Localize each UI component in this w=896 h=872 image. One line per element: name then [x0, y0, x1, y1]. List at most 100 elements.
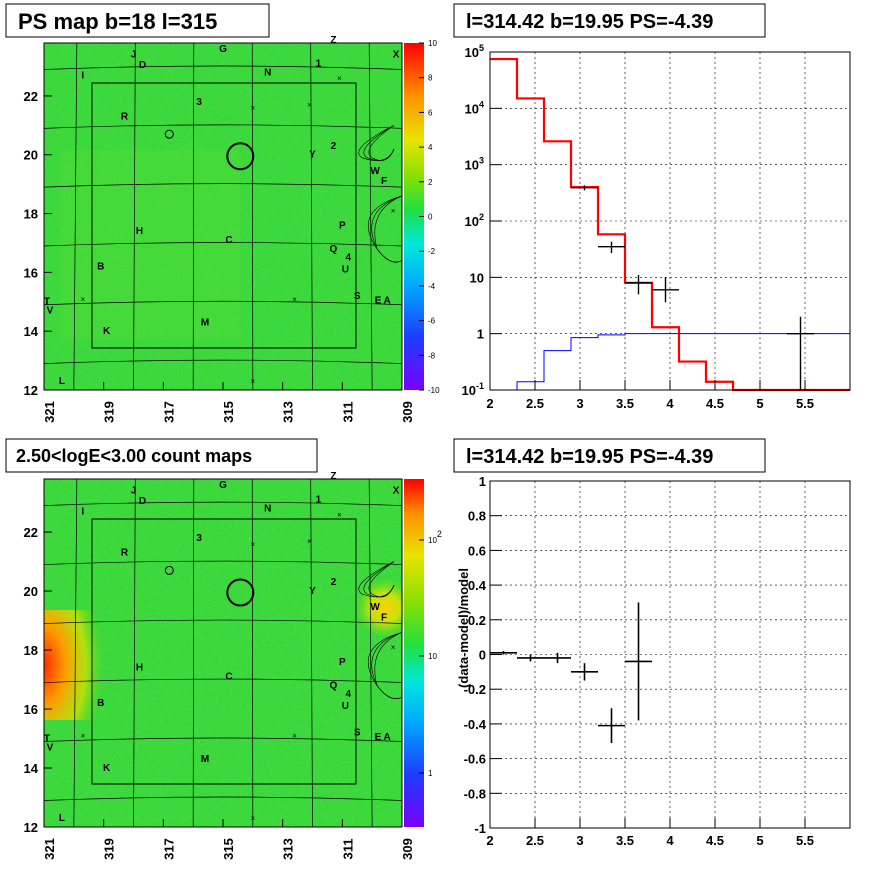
x-marker: × [80, 732, 85, 741]
source-label: E [375, 295, 382, 306]
x-tick-label: 315 [221, 838, 236, 860]
panel-residuals: l=314.42 b=19.95 PS=-4.39 2 2.5 3 3.5 4 4.5 5 5… [453, 438, 851, 848]
meridian-line [251, 478, 254, 828]
colorbar-tick-label: 0 [428, 213, 433, 222]
contour-line [358, 125, 395, 161]
y-tick-label: 1 [477, 327, 484, 342]
colorbar-tick-label: -2 [428, 247, 436, 256]
y-tick-label: 105 [465, 43, 484, 60]
source-label: C [225, 672, 232, 683]
source-label: 2 [331, 577, 337, 588]
source-label: J [131, 486, 137, 497]
source-label: E [375, 732, 382, 743]
x-marker: × [391, 207, 396, 216]
source-label: 2 [331, 141, 337, 152]
source-label: V [47, 306, 54, 317]
source-labels: JD G Z 1 N X I 3 R 2 Y WF H C P Q4U B S E A TV M K L [44, 35, 400, 387]
source-label: G [219, 44, 227, 55]
x-tick-label: 311 [340, 402, 355, 423]
coordinate-grid: × × × × × × × [43, 42, 403, 391]
meridian-line [368, 42, 373, 391]
source-label: Y [309, 586, 316, 597]
roi-circle [226, 142, 255, 171]
source-label: Z [330, 35, 336, 46]
source-label: I [81, 70, 84, 81]
spectrum-plot: 2 2.5 3 3.5 4 4.5 5 5.5 10-1 1 10 102 103 104 105 [462, 43, 851, 411]
x-marker: × [337, 74, 342, 83]
y-tick-label: 0 [479, 648, 486, 663]
colorbar-tick-label: 6 [428, 108, 433, 117]
meridian-line [192, 478, 195, 828]
panel-title: l=314.42 b=19.95 PS=-4.39 [466, 11, 713, 33]
x-marker: × [307, 101, 312, 110]
meridian-line [368, 478, 373, 828]
y-tick-label: 22 [24, 89, 38, 104]
x-tick-label: 319 [102, 838, 117, 860]
source-label: 4 [346, 689, 352, 700]
source-label: W [370, 602, 380, 613]
source-label: B [97, 261, 104, 272]
meridian-line [192, 42, 195, 391]
x-marker: × [250, 540, 255, 549]
colorbar-ticks: 102 10 1 [419, 529, 442, 778]
y-tick-label: 20 [24, 584, 38, 599]
roi-circle [226, 578, 255, 607]
source-label: M [201, 754, 209, 765]
y-tick-label: -0.6 [464, 752, 486, 767]
residual-plot: 2 2.5 3 3.5 4 4.5 5 5.5 1 0.8 0.6 0.4 0.2 0 -0.2 -0.4 -0… [456, 474, 851, 848]
source-label: D [139, 60, 146, 71]
roi-box [91, 82, 357, 349]
x-tick-label: 321 [42, 838, 57, 860]
source-label: X [393, 50, 400, 61]
parallel-line [43, 300, 403, 306]
source-label: Q [329, 680, 337, 691]
x-marker: × [292, 732, 297, 741]
colorbar-tick-label: 4 [428, 143, 433, 152]
y-tick-label: 20 [24, 148, 38, 163]
source-label: V [47, 742, 54, 753]
y-tick-label: 0.8 [468, 509, 486, 524]
panel-title: PS map b=18 l=315 [18, 9, 217, 34]
source-label: H [136, 226, 143, 237]
x-tick-label: 319 [102, 401, 117, 423]
x-marker: × [250, 377, 255, 386]
parallel-line [43, 678, 403, 683]
y-tick-label: 12 [24, 383, 38, 398]
x-marker: × [307, 537, 312, 546]
y-tick-label: 0.4 [468, 578, 487, 593]
source-label: S [354, 728, 361, 739]
roi-box [91, 518, 357, 785]
source-label: A [383, 732, 390, 743]
heatmap-light-patch [60, 150, 240, 340]
y-tick-label: 104 [465, 99, 484, 116]
source-label: F [381, 613, 387, 624]
background-step-line [490, 333, 850, 391]
source-label: I [81, 506, 84, 517]
y-tick-label: -0.4 [464, 717, 487, 732]
y-tick-label: 0.2 [468, 613, 486, 628]
source-label: 1 [316, 495, 322, 506]
x-tick-label: 313 [281, 401, 296, 423]
panel-title: 2.50<logE<3.00 count maps [16, 446, 252, 466]
parallel-line [43, 501, 403, 506]
source-label: N [264, 503, 271, 514]
x-tick-label: 309 [400, 838, 415, 860]
parallel-line [43, 65, 403, 70]
source-label: U [342, 701, 349, 712]
colorbar-ticks: 10 8 6 4 2 0 -2 -4 -6 -8 -10 [419, 39, 440, 395]
source-label: U [342, 264, 349, 275]
source-label: 1 [316, 59, 322, 70]
source-label: L [59, 813, 65, 824]
x-tick-label: 317 [161, 401, 176, 423]
x-tick-label: 315 [221, 401, 236, 423]
source-label: M [201, 317, 209, 328]
source-label: K [103, 326, 111, 337]
colorbar-tick-label: -10 [428, 386, 440, 395]
colorbar-tick-label: 2 [428, 178, 433, 187]
x-tick-label: 3 [576, 833, 583, 848]
meridian-line [310, 478, 313, 828]
y-tick-label: 0.6 [468, 543, 486, 558]
source-label: P [339, 220, 346, 231]
source-label: Q [329, 244, 337, 255]
parallel-line [43, 359, 403, 364]
